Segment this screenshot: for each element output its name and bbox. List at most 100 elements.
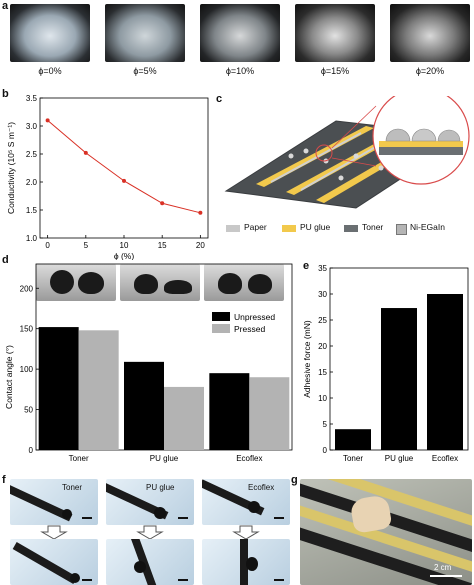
adhesion-photo-ecoflex-after (202, 539, 290, 585)
conductivity-chart: 1.0 1.5 2.0 2.5 3.0 3.5 0 5 10 15 20 ϕ (%) Conductiv… (6, 94, 209, 260)
x-tick-label: Toner (343, 454, 363, 463)
photo-label-pu-glue: PU glue (146, 483, 175, 492)
photo-label-toner: Toner (62, 483, 83, 492)
caption-phi-20: ϕ=20% (415, 66, 445, 76)
legend-swatch-paper (226, 225, 240, 232)
y-tick-label: 15 (318, 368, 327, 377)
bar-unpressed (38, 327, 79, 450)
droplet-dot (378, 165, 384, 171)
droplet-dot (338, 175, 344, 181)
legend-label-pu-glue: PU glue (300, 222, 331, 232)
panel-label-a: a (2, 0, 9, 12)
down-arrow-icon (40, 525, 68, 539)
x-tick-label: PU glue (385, 454, 414, 463)
bar-pressed (78, 330, 119, 450)
zoom-source-circle (315, 144, 333, 162)
legend-swatch-pu-glue (282, 225, 296, 232)
x-axis-label: ϕ (%) (114, 251, 135, 260)
bar-unpressed (209, 373, 250, 450)
data-point (160, 201, 165, 206)
bar (381, 308, 417, 450)
y-tick-label: 0 (29, 446, 34, 455)
x-tick-label: Ecoflex (432, 454, 458, 463)
panel-label-e: e (303, 260, 310, 272)
x-tick-label: 15 (158, 241, 167, 250)
x-tick-label: 10 (120, 241, 129, 250)
droplet-photo-toner (36, 264, 116, 301)
droplet-photo-10 (200, 4, 280, 62)
droplet-dot (303, 148, 309, 154)
down-arrow-icon (232, 525, 260, 539)
caption-phi-15: ϕ=15% (320, 66, 350, 76)
droplet-photo-15 (295, 4, 375, 62)
adhesion-photo-pu-glue-before: PU glue (106, 479, 194, 525)
panel-label-d: d (2, 254, 9, 266)
y-tick-label: 30 (318, 290, 327, 299)
y-tick-label: 3.5 (26, 94, 38, 103)
y-tick-label: 200 (20, 284, 34, 293)
droplet-dot (353, 153, 359, 159)
y-tick-label: 100 (20, 365, 34, 374)
contact-angle-chart: 0 50 100 150 200 Contact angle (°) Toner PU glu… (4, 263, 293, 463)
droplet-dot (288, 153, 294, 159)
droplet-photo-0 (10, 4, 90, 62)
caption-phi-5: ϕ=5% (133, 66, 157, 76)
x-tick-label: Ecoflex (236, 454, 262, 463)
y-axis-label: Contact angle (°) (4, 345, 14, 409)
panel-label-f: f (2, 474, 6, 486)
y-tick-label: 50 (24, 406, 33, 415)
y-tick-label: 10 (318, 394, 327, 403)
y-axis-label: Adhesive force (mN) (302, 320, 312, 398)
caption-phi-0: ϕ=0% (38, 66, 62, 76)
droplet-photo-pu-glue (120, 264, 200, 301)
legend-swatch-ni-egain (396, 224, 407, 235)
x-tick-label: PU glue (150, 454, 179, 463)
adhesion-photo-toner-after (10, 539, 98, 585)
adhesion-photo-ecoflex-before: Ecoflex (202, 479, 290, 525)
data-point (83, 150, 88, 155)
legend-swatch (212, 324, 230, 333)
data-point (45, 118, 50, 123)
legend-swatch (212, 312, 230, 321)
adhesive-force-chart: 0 5 10 15 20 25 30 35 Adhesive force (mN) Toner PU… (302, 264, 469, 463)
zoom-droplet-3 (437, 129, 461, 142)
bar (427, 294, 463, 450)
y-axis-label: Conductivity (10⁵ S m⁻¹) (6, 122, 16, 214)
y-tick-label: 1.5 (26, 206, 38, 215)
finger-shape (349, 493, 393, 535)
bar-pressed (249, 377, 290, 450)
photo-label-ecoflex: Ecoflex (248, 483, 275, 492)
x-tick-label: Toner (69, 454, 89, 463)
y-tick-label: 2.0 (26, 178, 38, 187)
series-line (47, 120, 201, 214)
zoom-glue-layer (379, 141, 463, 147)
zoom-droplet-2 (411, 128, 437, 142)
panel-label-c: c (216, 93, 223, 105)
y-tick-label: 2.5 (26, 150, 38, 159)
droplet-photo-20 (390, 4, 470, 62)
x-tick-label: 20 (196, 241, 205, 250)
droplet-photo-ecoflex (204, 264, 284, 301)
y-tick-label: 5 (323, 420, 328, 429)
x-tick-label: 0 (45, 241, 50, 250)
caption-phi-10: ϕ=10% (225, 66, 255, 76)
droplet-photo-5 (105, 4, 185, 62)
adhesion-photo-pu-glue-after (106, 539, 194, 585)
y-tick-label: 150 (20, 325, 34, 334)
bar-unpressed (124, 361, 164, 450)
adhesion-photo-toner-before: Toner (10, 479, 98, 525)
y-tick-label: 20 (318, 342, 327, 351)
legend-label-ni-egain: Ni-EGaIn (410, 222, 445, 232)
x-tick-label: 5 (84, 241, 89, 250)
transition-arrows (40, 525, 260, 539)
zoom-toner-layer (379, 147, 463, 155)
panel-label-b: b (2, 88, 9, 100)
bar-pressed (164, 386, 204, 450)
zoom-line-bottom (331, 157, 377, 167)
device-photo: 2 cm (300, 479, 472, 585)
y-tick-label: 25 (318, 316, 327, 325)
scale-bar (430, 575, 462, 577)
data-point (122, 178, 126, 183)
schematic-legend: Paper PU glue Toner Ni-EGaIn (226, 222, 474, 236)
down-arrow-icon (136, 525, 164, 539)
